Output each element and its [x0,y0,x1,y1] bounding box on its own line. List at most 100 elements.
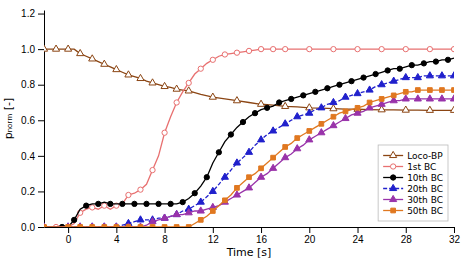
marker [126,192,131,197]
marker [101,60,108,66]
marker [96,201,101,206]
marker [426,72,433,78]
marker [270,46,275,51]
marker [65,223,72,227]
tick-mark [38,14,44,15]
marker [144,201,149,206]
marker [409,62,414,67]
marker [319,121,324,126]
marker [101,223,108,227]
marker [426,106,433,112]
tick-label: 8 [162,234,168,245]
series [44,57,454,227]
marker [318,104,325,110]
tick: 0.0 [21,222,44,233]
marker [77,223,84,227]
tick-mark [213,227,214,233]
marker [186,80,191,85]
tick-mark [454,227,455,233]
marker [450,95,454,101]
marker [102,225,107,227]
tick-label: 1.2 [21,8,35,19]
tick-label: 24 [352,234,364,245]
tick-label: 0.0 [21,222,35,233]
marker [271,155,276,160]
tick-label: 0.4 [21,151,35,162]
tick-label: 0.8 [21,79,35,90]
marker [234,50,239,55]
marker [222,52,227,57]
marker [361,75,366,80]
marker [197,207,204,213]
marker [65,45,72,51]
series-line [44,49,454,227]
tick: 0.4 [21,151,44,162]
marker [114,225,119,227]
series-line [44,99,454,227]
marker [264,105,269,110]
tick: 0.6 [21,115,44,126]
marker [173,85,180,91]
legend-item: 30th BC [383,195,443,205]
marker [186,225,191,227]
marker [113,223,120,227]
tick-label: 4 [114,234,120,245]
marker [162,225,167,227]
marker [257,100,264,106]
marker [209,187,216,193]
marker [84,203,89,208]
x-axis-title: Time [s] [226,246,272,259]
marker [78,225,83,227]
tick-label: 20 [304,234,316,245]
marker [306,109,313,115]
tick-mark [38,227,44,228]
series [44,72,454,227]
marker [402,73,409,79]
tick-mark [309,227,310,233]
marker [367,100,372,105]
x-axis: 048121620242832 [45,227,461,245]
marker [113,223,120,227]
tick-mark [406,227,407,233]
marker [66,225,71,227]
marker [343,109,348,114]
legend-marker [390,195,397,201]
marker [366,86,373,92]
marker [438,72,445,78]
chart: 0481216202428320.00.20.40.60.81.01.2Loco… [0,0,466,261]
marker [306,136,313,142]
marker [445,57,450,62]
marker [161,82,168,88]
marker [414,73,421,79]
marker [247,175,252,180]
marker [378,81,385,87]
marker [433,59,438,64]
legend-label: 10th BC [407,173,443,183]
marker [161,214,168,220]
tick-mark [358,227,359,233]
marker [270,164,277,170]
marker [150,225,155,227]
marker [257,173,264,179]
marker [331,46,336,51]
marker [379,97,384,102]
marker [150,167,155,172]
legend-marker [391,208,396,213]
legend-label: 1st BC [407,162,436,172]
marker [331,114,336,119]
marker [77,223,84,227]
marker [44,224,47,227]
marker [198,66,203,71]
tick-label: 32 [449,234,461,245]
series [44,46,454,227]
marker [403,46,408,51]
marker [415,88,420,93]
marker [414,95,421,101]
marker [330,98,337,104]
marks [44,45,454,227]
marker [258,46,263,51]
marker [137,223,144,227]
marker [342,93,349,99]
marker [245,184,252,190]
tick: 28 [401,227,413,245]
